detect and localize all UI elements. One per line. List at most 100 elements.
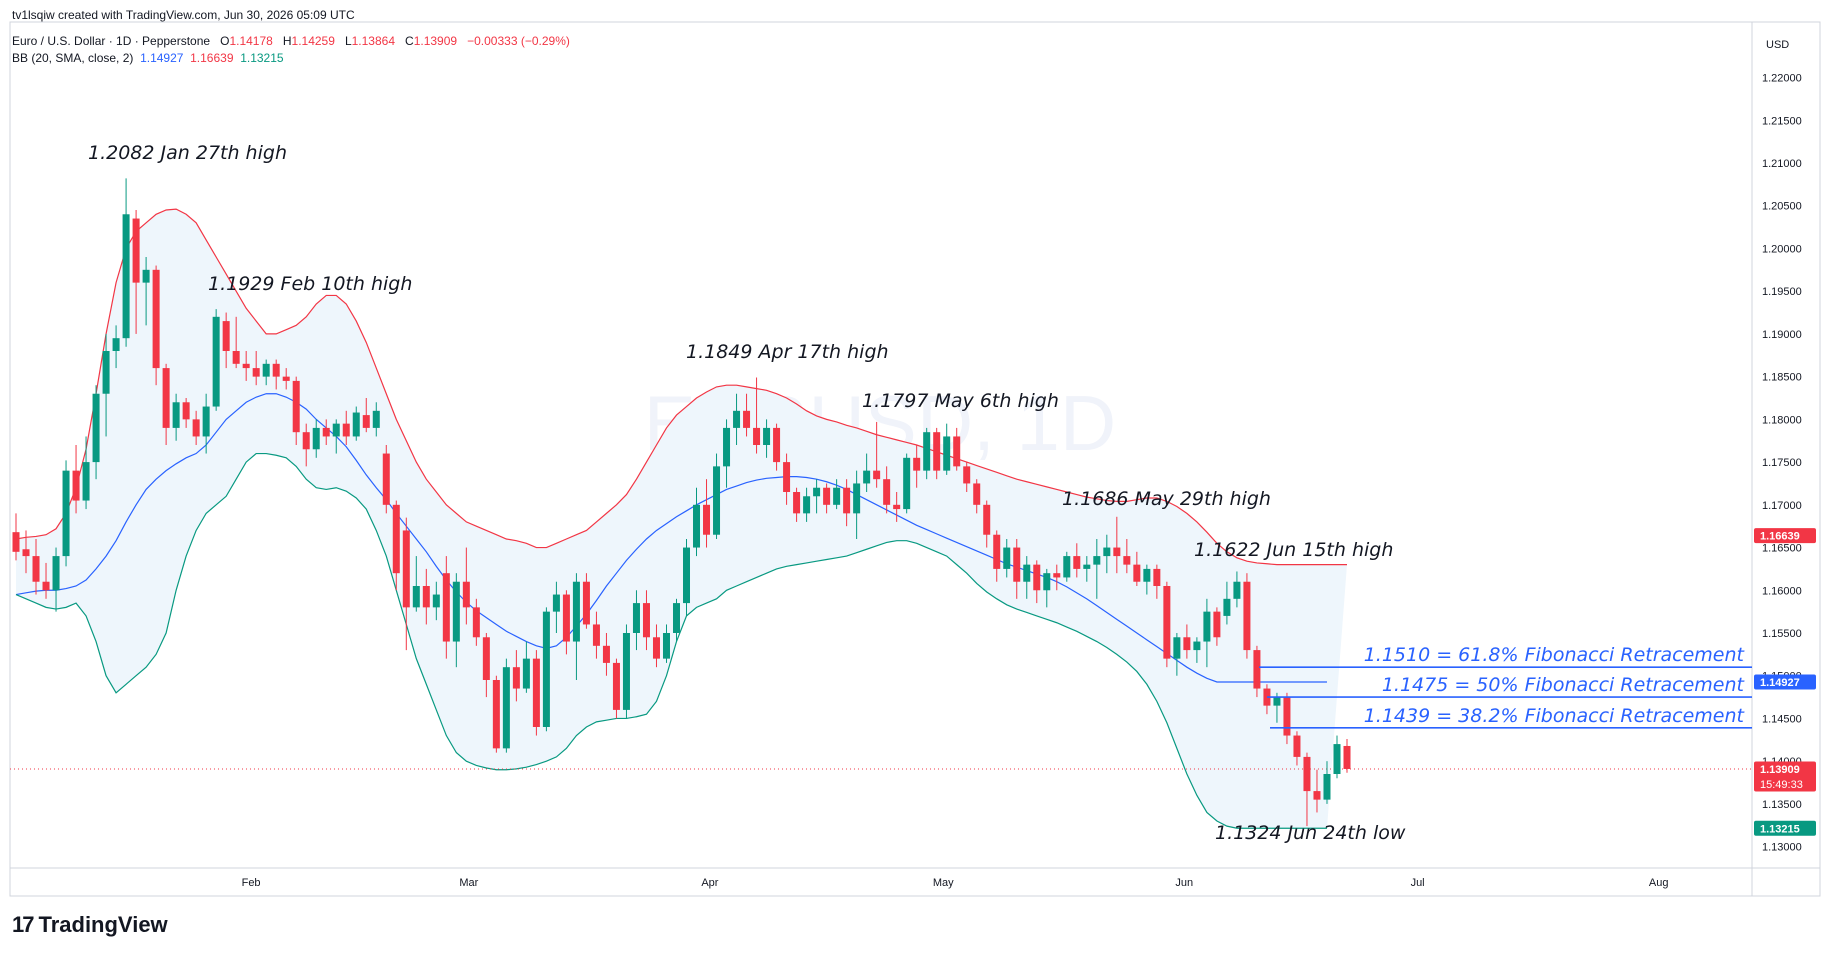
candle-body[interactable] bbox=[472, 607, 480, 638]
candle-body[interactable] bbox=[1153, 568, 1161, 586]
candle-body[interactable] bbox=[1183, 637, 1191, 651]
candle-body[interactable] bbox=[442, 573, 450, 642]
candle-body[interactable] bbox=[362, 415, 370, 428]
candle-body[interactable] bbox=[1173, 637, 1181, 659]
candle-body[interactable] bbox=[582, 581, 590, 625]
candle-body[interactable] bbox=[1063, 556, 1071, 578]
candle-body[interactable] bbox=[1043, 573, 1051, 591]
candle-body[interactable] bbox=[502, 667, 510, 749]
candle-body[interactable] bbox=[42, 581, 50, 591]
candle-body[interactable] bbox=[382, 453, 390, 505]
candle-body[interactable] bbox=[522, 658, 530, 689]
candle-body[interactable] bbox=[602, 645, 610, 663]
candle-body[interactable] bbox=[733, 410, 741, 428]
candle-body[interactable] bbox=[322, 427, 330, 437]
candle-body[interactable] bbox=[242, 363, 250, 369]
candle-body[interactable] bbox=[22, 549, 30, 557]
candle-body[interactable] bbox=[1323, 774, 1331, 800]
candle-body[interactable] bbox=[92, 393, 100, 463]
candle-body[interactable] bbox=[1223, 598, 1231, 616]
candle-body[interactable] bbox=[162, 368, 170, 428]
candle-body[interactable] bbox=[1243, 581, 1251, 651]
candle-body[interactable] bbox=[1103, 547, 1111, 557]
candle-body[interactable] bbox=[1013, 547, 1021, 582]
candle-body[interactable] bbox=[492, 680, 500, 749]
candle-body[interactable] bbox=[192, 419, 200, 437]
candle-body[interactable] bbox=[222, 321, 230, 351]
candle-body[interactable] bbox=[1003, 547, 1011, 569]
candle-body[interactable] bbox=[833, 487, 841, 505]
candle-body[interactable] bbox=[672, 603, 680, 633]
candle-body[interactable] bbox=[1163, 586, 1171, 659]
candle-body[interactable] bbox=[512, 667, 520, 689]
candle-body[interactable] bbox=[632, 603, 640, 633]
candle-body[interactable] bbox=[422, 586, 430, 608]
candle-body[interactable] bbox=[312, 427, 320, 450]
candle-body[interactable] bbox=[252, 368, 260, 377]
candle-body[interactable] bbox=[52, 556, 60, 591]
candle-body[interactable] bbox=[302, 432, 310, 450]
candle-body[interactable] bbox=[122, 214, 130, 339]
candle-body[interactable] bbox=[642, 603, 650, 638]
candle-body[interactable] bbox=[572, 581, 580, 642]
candle-body[interactable] bbox=[1133, 564, 1141, 582]
candle-body[interactable] bbox=[172, 402, 180, 428]
candle-body[interactable] bbox=[1193, 641, 1201, 651]
candle-body[interactable] bbox=[1333, 744, 1341, 774]
candle-body[interactable] bbox=[983, 504, 991, 535]
candle-body[interactable] bbox=[923, 432, 931, 471]
candle-body[interactable] bbox=[933, 432, 941, 471]
candle-body[interactable] bbox=[132, 218, 140, 283]
candle-body[interactable] bbox=[112, 338, 120, 351]
candle-body[interactable] bbox=[883, 479, 891, 505]
candle-body[interactable] bbox=[182, 402, 190, 420]
candle-body[interactable] bbox=[482, 637, 490, 680]
candle-body[interactable] bbox=[1343, 745, 1351, 769]
candle-body[interactable] bbox=[1053, 573, 1061, 578]
candle-body[interactable] bbox=[953, 436, 961, 467]
candle-body[interactable] bbox=[693, 504, 701, 548]
candle-body[interactable] bbox=[562, 594, 570, 642]
candle-body[interactable] bbox=[262, 363, 270, 377]
candle-body[interactable] bbox=[142, 269, 150, 283]
candle-body[interactable] bbox=[1233, 581, 1241, 599]
candle-body[interactable] bbox=[1263, 688, 1271, 706]
candle-body[interactable] bbox=[743, 410, 751, 428]
candle-body[interactable] bbox=[1283, 697, 1291, 736]
candle-body[interactable] bbox=[452, 581, 460, 642]
candle-body[interactable] bbox=[803, 496, 811, 514]
candle-body[interactable] bbox=[282, 376, 290, 381]
candle-body[interactable] bbox=[1143, 568, 1151, 582]
candle-body[interactable] bbox=[1123, 556, 1131, 565]
candle-body[interactable] bbox=[753, 427, 761, 445]
candle-body[interactable] bbox=[652, 637, 660, 659]
candle-body[interactable] bbox=[973, 483, 981, 505]
candle-body[interactable] bbox=[532, 658, 540, 727]
candle-body[interactable] bbox=[1033, 564, 1041, 591]
candle-body[interactable] bbox=[1023, 564, 1031, 582]
candle-body[interactable] bbox=[853, 483, 861, 514]
candle-body[interactable] bbox=[1113, 547, 1121, 557]
candle-body[interactable] bbox=[893, 504, 901, 510]
candle-body[interactable] bbox=[232, 351, 240, 364]
candle-body[interactable] bbox=[372, 410, 380, 428]
candle-body[interactable] bbox=[542, 611, 550, 727]
candle-body[interactable] bbox=[1293, 735, 1301, 757]
bb-legend[interactable]: BB (20, SMA, close, 2) 1.14927 1.16639 1… bbox=[12, 51, 284, 65]
candle-body[interactable] bbox=[212, 316, 220, 407]
candle-body[interactable] bbox=[943, 436, 951, 471]
candle-body[interactable] bbox=[773, 427, 781, 463]
candle-body[interactable] bbox=[352, 412, 360, 437]
candle-body[interactable] bbox=[1073, 556, 1081, 569]
candle-body[interactable] bbox=[592, 624, 600, 646]
tradingview-brand[interactable]: 17 TradingView bbox=[12, 912, 168, 938]
candle-body[interactable] bbox=[202, 406, 210, 437]
candle-body[interactable] bbox=[783, 462, 791, 492]
candle-body[interactable] bbox=[32, 556, 40, 582]
candle-body[interactable] bbox=[993, 534, 1001, 569]
candle-body[interactable] bbox=[152, 269, 160, 369]
candle-body[interactable] bbox=[402, 530, 410, 608]
candle-body[interactable] bbox=[612, 662, 620, 710]
candle-body[interactable] bbox=[622, 633, 630, 710]
